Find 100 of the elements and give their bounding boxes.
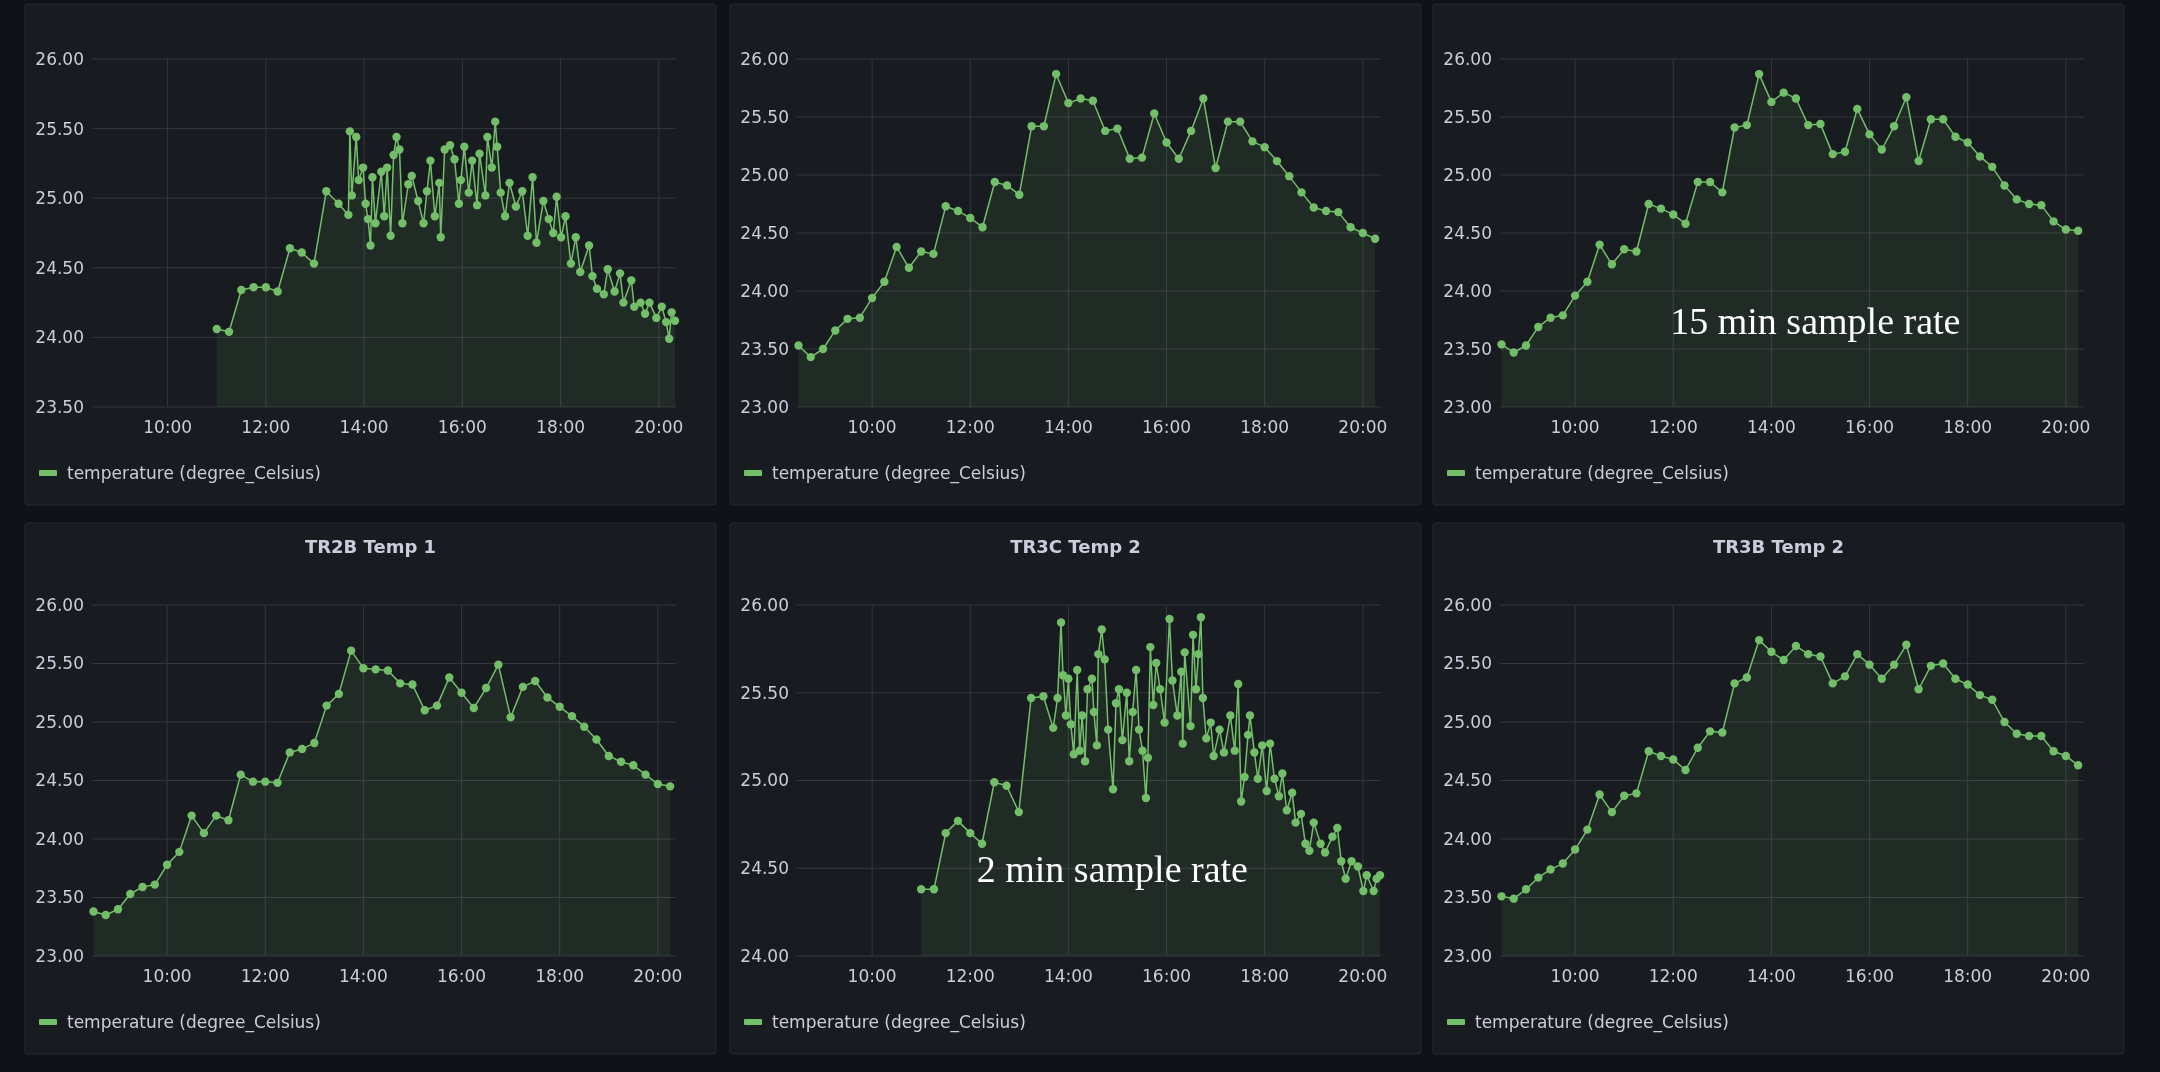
- point: [1297, 188, 1306, 197]
- point: [665, 782, 675, 791]
- point: [843, 314, 852, 324]
- y-tick-label: 25.00: [1443, 711, 1492, 732]
- point: [2073, 226, 2083, 235]
- x-tick-label: 10:00: [847, 966, 897, 986]
- point: [1644, 747, 1653, 756]
- point: [1926, 115, 1936, 124]
- point: [1705, 177, 1715, 187]
- point: [224, 816, 233, 825]
- point: [1656, 204, 1666, 213]
- point: [1840, 147, 1850, 156]
- point: [2000, 181, 2009, 190]
- point: [1656, 751, 1666, 761]
- point: [396, 679, 405, 688]
- point: [494, 660, 503, 669]
- x-tick-label: 10:00: [1550, 966, 1600, 986]
- point: [1285, 171, 1294, 181]
- y-tick-label: 26.00: [1443, 594, 1492, 615]
- point: [1015, 190, 1024, 199]
- point: [1607, 260, 1617, 269]
- point: [1730, 679, 1739, 688]
- point: [469, 703, 479, 713]
- x-tick-label: 20:00: [2041, 966, 2091, 986]
- point: [1938, 659, 1948, 668]
- point: [966, 213, 975, 223]
- y-tick-label: 25.00: [35, 711, 84, 732]
- point: [322, 701, 331, 710]
- y-tick-label: 24.00: [35, 828, 84, 849]
- point: [1100, 126, 1110, 136]
- point: [567, 711, 577, 721]
- point: [518, 682, 528, 692]
- point: [1779, 655, 1788, 665]
- point: [2049, 217, 2058, 226]
- point: [867, 293, 877, 303]
- chart-title: TR2B Temp 1: [304, 536, 437, 557]
- x-tick-label: 14:00: [1746, 966, 1796, 986]
- point: [1558, 859, 1568, 868]
- x-tick-label: 10:00: [143, 417, 193, 437]
- point: [1346, 223, 1355, 232]
- point: [1521, 341, 1531, 350]
- y-tick-label: 25.00: [740, 164, 789, 185]
- point: [1803, 649, 1813, 659]
- y-tick-label: 25.50: [1443, 653, 1492, 674]
- point: [1039, 122, 1049, 131]
- point: [1705, 727, 1715, 736]
- point: [1619, 791, 1629, 800]
- point: [1963, 680, 1972, 689]
- y-tick-label: 25.00: [740, 770, 789, 791]
- point: [1865, 130, 1874, 139]
- x-tick-label: 18:00: [535, 966, 585, 986]
- point: [990, 177, 999, 187]
- point: [641, 770, 650, 779]
- point: [2037, 731, 2046, 741]
- x-tick-label: 12:00: [240, 966, 290, 986]
- y-tick-label: 23.50: [1443, 887, 1492, 908]
- x-tick-label: 20:00: [634, 417, 684, 437]
- y-tick-label: 26.00: [1443, 48, 1492, 69]
- point: [1669, 755, 1678, 764]
- x-tick-label: 12:00: [241, 417, 291, 437]
- y-tick-label: 24.00: [1443, 828, 1492, 849]
- point: [1926, 661, 1936, 671]
- y-tick-label: 23.00: [1443, 945, 1492, 966]
- point: [1693, 177, 1702, 187]
- point: [1742, 120, 1752, 130]
- y-tick-label: 25.50: [1443, 106, 1492, 127]
- point: [1914, 156, 1923, 166]
- annotation: 2 min sample rate: [976, 848, 1248, 891]
- point: [432, 701, 442, 710]
- x-tick-label: 14:00: [339, 417, 389, 437]
- point: [2061, 751, 2071, 761]
- point: [346, 646, 356, 655]
- point: [1791, 94, 1801, 103]
- y-tick-label: 24.50: [1443, 222, 1492, 243]
- y-tick-label: 23.50: [35, 887, 84, 908]
- point: [806, 352, 815, 362]
- point: [1975, 152, 1985, 161]
- point: [1137, 153, 1147, 162]
- point: [1681, 219, 1690, 228]
- point: [1889, 660, 1899, 669]
- x-tick-label: 18:00: [536, 417, 586, 437]
- legend-label: temperature (degree_Celsius): [772, 462, 1026, 484]
- point: [1260, 142, 1269, 152]
- point: [1064, 98, 1073, 108]
- point: [1816, 652, 1825, 661]
- point: [1754, 69, 1764, 79]
- point: [1693, 743, 1702, 752]
- point: [1509, 348, 1518, 357]
- point: [1235, 117, 1245, 126]
- point: [297, 744, 307, 754]
- point: [1632, 247, 1641, 256]
- point: [1370, 234, 1380, 243]
- x-tick-label: 20:00: [1338, 417, 1388, 437]
- x-tick-label: 14:00: [1043, 417, 1093, 437]
- legend-label: temperature (degree_Celsius): [67, 462, 321, 484]
- point: [904, 263, 914, 272]
- point: [1309, 203, 1318, 212]
- point: [1125, 154, 1134, 163]
- point: [1877, 674, 1887, 683]
- point: [1791, 641, 1801, 651]
